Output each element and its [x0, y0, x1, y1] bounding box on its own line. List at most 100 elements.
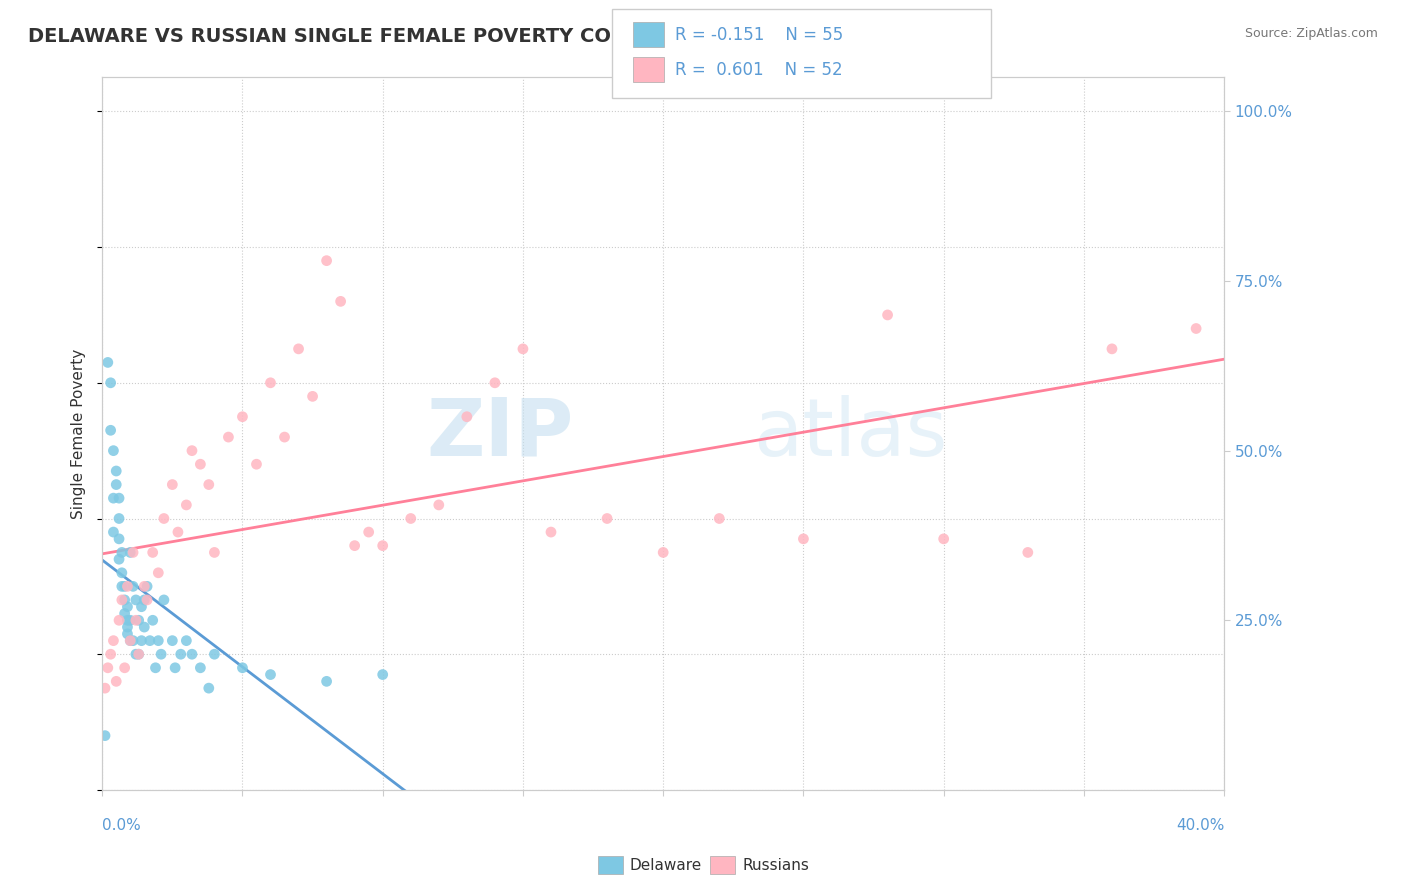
Point	[273, 430, 295, 444]
Point	[103, 633, 125, 648]
Point	[134, 579, 156, 593]
Text: R =  0.601    N = 52: R = 0.601 N = 52	[675, 61, 842, 78]
Point	[287, 342, 309, 356]
Point	[120, 545, 142, 559]
Point	[456, 409, 478, 424]
Point	[142, 545, 165, 559]
Point	[117, 579, 139, 593]
Point	[371, 667, 394, 681]
Point	[357, 524, 380, 539]
Point	[652, 545, 675, 559]
Point	[125, 613, 148, 627]
Point	[94, 729, 117, 743]
Point	[125, 593, 148, 607]
Text: DELAWARE VS RUSSIAN SINGLE FEMALE POVERTY CORRELATION CHART: DELAWARE VS RUSSIAN SINGLE FEMALE POVERT…	[28, 27, 814, 45]
Point	[120, 633, 142, 648]
Point	[512, 342, 534, 356]
Point	[134, 620, 156, 634]
Point	[148, 566, 170, 580]
Point	[120, 633, 142, 648]
Point	[145, 661, 167, 675]
Point	[105, 464, 128, 478]
Point	[100, 647, 122, 661]
Point	[181, 443, 204, 458]
Point	[103, 491, 125, 505]
Y-axis label: Single Female Poverty: Single Female Poverty	[72, 349, 86, 519]
Point	[329, 294, 352, 309]
Point	[148, 633, 170, 648]
Point	[105, 674, 128, 689]
Point	[103, 524, 125, 539]
Point	[709, 511, 731, 525]
Point	[103, 443, 125, 458]
Point	[153, 511, 176, 525]
Point	[198, 681, 221, 695]
Point	[876, 308, 898, 322]
Point	[170, 647, 193, 661]
Point	[153, 593, 176, 607]
Point	[114, 579, 136, 593]
Point	[176, 498, 198, 512]
Point	[1185, 321, 1208, 335]
Point	[202, 647, 225, 661]
Point	[131, 599, 153, 614]
Point	[97, 355, 120, 369]
Point	[108, 532, 131, 546]
Point	[343, 539, 366, 553]
Point	[117, 620, 139, 634]
Point	[301, 389, 323, 403]
Point	[315, 253, 337, 268]
Point	[111, 566, 134, 580]
Point	[136, 593, 159, 607]
Point	[120, 613, 142, 627]
Point	[198, 477, 221, 491]
Point	[134, 593, 156, 607]
Point	[125, 647, 148, 661]
Point	[122, 579, 145, 593]
Point	[142, 613, 165, 627]
Point	[114, 607, 136, 621]
Point	[100, 423, 122, 437]
Text: 0.0%: 0.0%	[103, 819, 141, 833]
Point	[1017, 545, 1039, 559]
Point	[162, 633, 184, 648]
Point	[315, 674, 337, 689]
Point	[100, 376, 122, 390]
Point	[792, 532, 814, 546]
Point	[181, 647, 204, 661]
Point	[136, 579, 159, 593]
Point	[371, 539, 394, 553]
Point	[190, 457, 212, 471]
Point	[217, 430, 239, 444]
Text: ZIP: ZIP	[426, 394, 574, 473]
Point	[932, 532, 955, 546]
Point	[202, 545, 225, 559]
Point	[128, 647, 150, 661]
Point	[484, 376, 506, 390]
Point	[190, 661, 212, 675]
Point	[245, 457, 267, 471]
Point	[128, 613, 150, 627]
Point	[540, 524, 562, 539]
Point	[128, 647, 150, 661]
Point	[165, 661, 187, 675]
Point	[111, 593, 134, 607]
Point	[111, 579, 134, 593]
Point	[259, 667, 281, 681]
Point	[108, 552, 131, 566]
Text: Delaware: Delaware	[630, 858, 702, 872]
Point	[167, 524, 190, 539]
Point	[150, 647, 173, 661]
Point	[105, 477, 128, 491]
Text: Russians: Russians	[742, 858, 810, 872]
Point	[114, 593, 136, 607]
Text: Source: ZipAtlas.com: Source: ZipAtlas.com	[1244, 27, 1378, 40]
Point	[162, 477, 184, 491]
Point	[114, 661, 136, 675]
Point	[131, 633, 153, 648]
Point	[108, 511, 131, 525]
Point	[231, 409, 253, 424]
Text: R = -0.151    N = 55: R = -0.151 N = 55	[675, 26, 844, 44]
Point	[176, 633, 198, 648]
Point	[139, 633, 162, 648]
